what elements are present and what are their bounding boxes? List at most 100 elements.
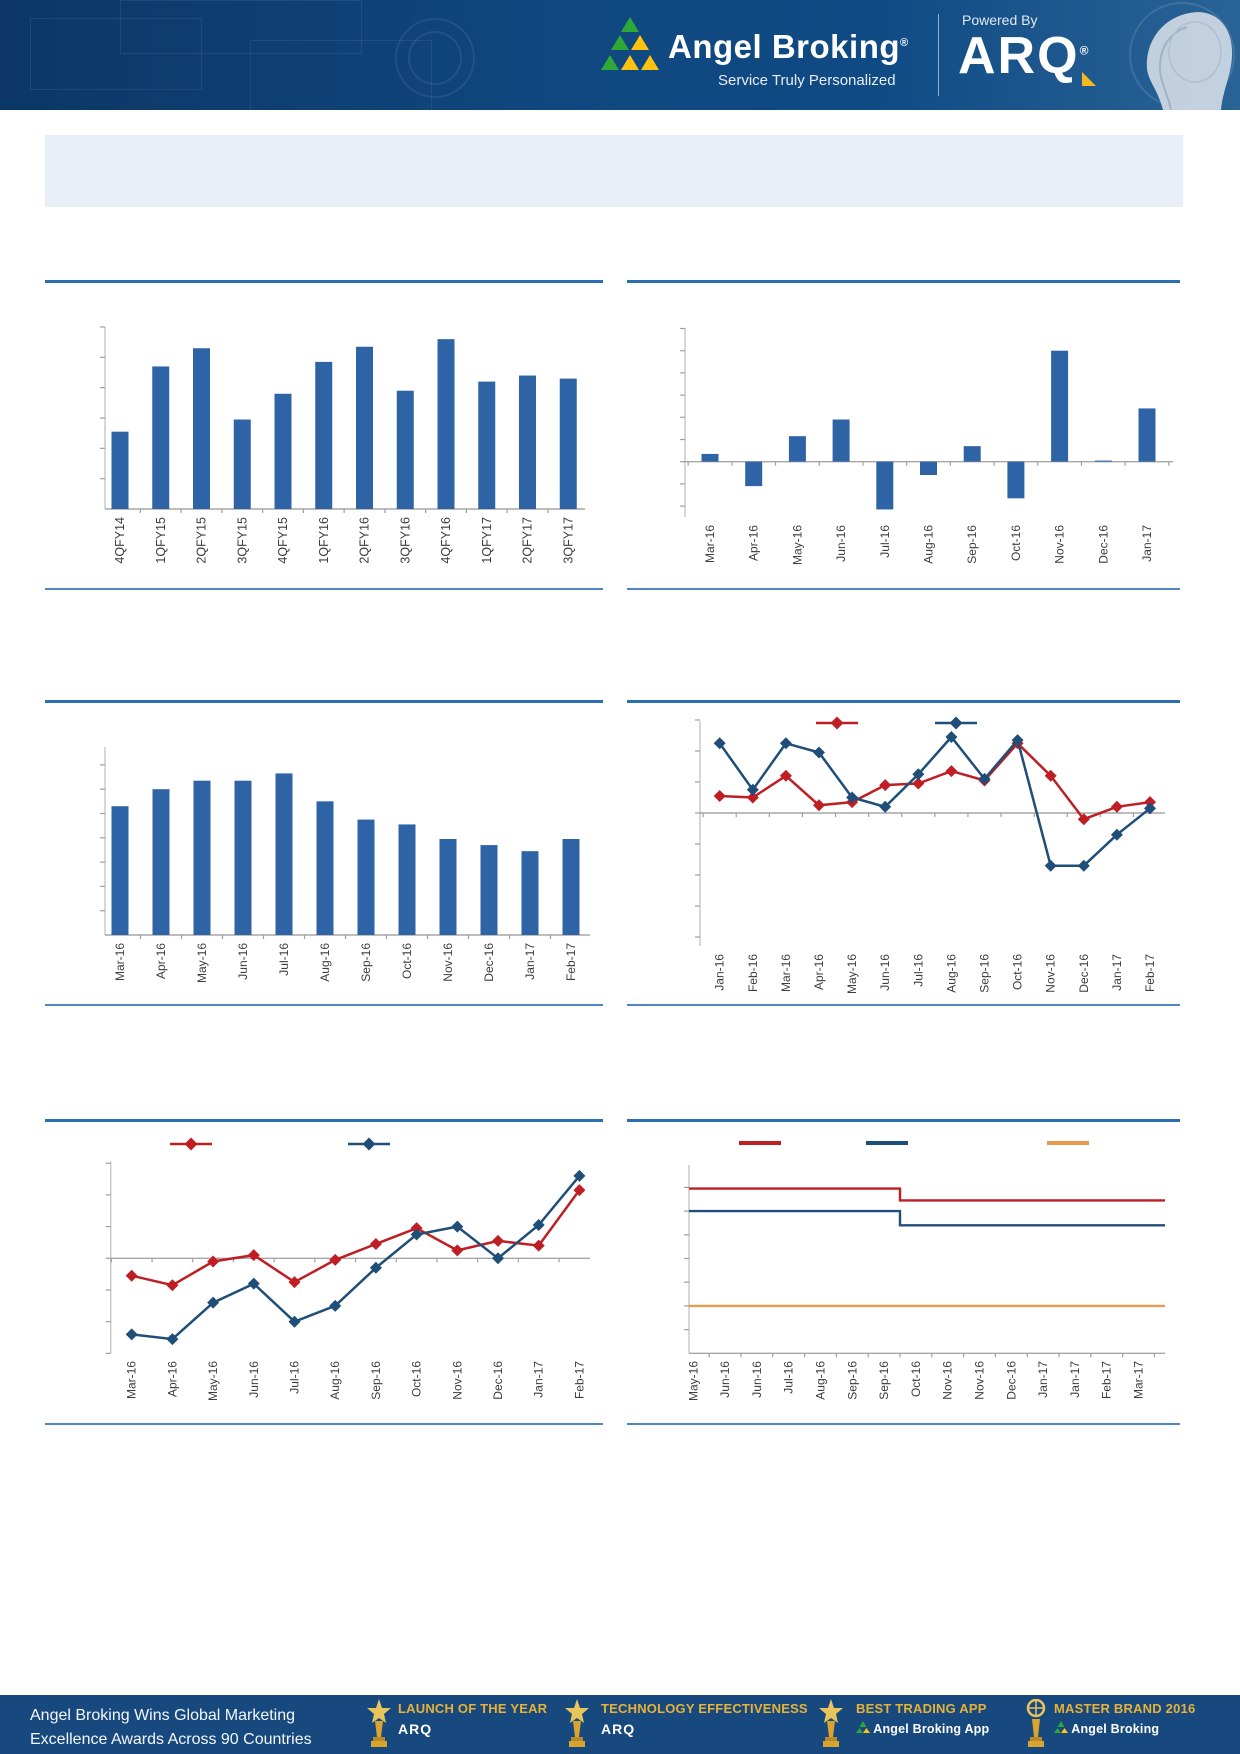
x-tick-label: Jan-17: [1068, 1361, 1082, 1398]
x-tick-label: Oct-16: [1009, 525, 1023, 561]
brand-name: Angel Broking®: [668, 28, 909, 65]
x-tick-label: 2QFY17: [521, 517, 535, 564]
diamond-marker: [1110, 828, 1123, 841]
award-title: MASTER BRAND 2016: [1054, 1701, 1196, 1716]
award-item: BEST TRADING APP Angel Broking App: [856, 1701, 989, 1736]
diamond-marker: [125, 1328, 138, 1341]
diamond-marker: [288, 1315, 301, 1328]
bar: [521, 851, 539, 935]
bar: [519, 375, 536, 509]
diamond-marker: [713, 737, 726, 750]
x-tick-label: Jul-16: [782, 1361, 796, 1394]
x-tick-label: 3QFY16: [398, 517, 412, 564]
monthly-bar-chart-declining: Mar-16 Apr-16 May-16 Jun-16 Jul-16 Aug-16 Sep-…: [100, 747, 590, 983]
x-tick-label: May-16: [845, 954, 859, 994]
diamond-marker: [532, 1239, 545, 1252]
red-series-line: [131, 1189, 581, 1287]
x-tick-label: Nov-16: [941, 1361, 955, 1400]
x-tick-label: 4QFY15: [276, 517, 290, 564]
title-banner: [45, 135, 1183, 207]
bar: [315, 361, 333, 509]
award-item: TECHNOLOGY EFFECTIVENESS ARQ: [601, 1701, 808, 1737]
diamond-marker: [451, 1220, 464, 1233]
bar: [1007, 461, 1025, 499]
x-tick-label: Feb-16: [746, 954, 760, 992]
x-tick-label: Aug-16: [922, 525, 936, 564]
x-tick-label: Feb-17: [1143, 954, 1157, 992]
diamond-marker: [746, 791, 759, 804]
angel-pyramid-icon: [1054, 1721, 1068, 1733]
award-title: TECHNOLOGY EFFECTIVENESS: [601, 1701, 808, 1716]
x-tick-label: Jun-16: [236, 943, 250, 980]
diamond-marker: [573, 1169, 586, 1182]
x-tick-label: Oct-16: [410, 1361, 424, 1397]
bar: [1094, 460, 1112, 462]
trophy-star-icon: [367, 1699, 391, 1747]
diamond-marker: [329, 1299, 342, 1312]
diamond-marker: [207, 1255, 220, 1268]
x-tick-label: May-16: [686, 1361, 700, 1401]
header-banner: Angel Broking® Service Truly Personalize…: [0, 0, 1240, 132]
x-tick-label: Aug-16: [328, 1361, 342, 1400]
arq-logo: ARQ®: [958, 27, 1089, 85]
x-tick-label: Sep-16: [369, 1361, 383, 1400]
x-tick-label: Aug-16: [814, 1361, 828, 1400]
legend-diamond-marker: [830, 716, 844, 730]
x-tick-label: Jul-16: [288, 1361, 302, 1394]
x-tick-label: 4QFY16: [439, 517, 453, 564]
legend-diamond-marker: [949, 716, 963, 730]
diamond-marker: [247, 1277, 260, 1290]
bar: [233, 419, 251, 509]
x-tick-label: Oct-16: [400, 943, 414, 979]
diamond-marker: [779, 737, 792, 750]
bar: [357, 819, 375, 935]
x-tick-label: 2QFY16: [358, 517, 372, 564]
diamond-marker: [912, 777, 925, 790]
bar: [832, 419, 850, 462]
legend-diamond-marker: [362, 1137, 376, 1151]
x-tick-label: Jul-16: [911, 954, 925, 987]
x-tick-label: Jun-16: [750, 1361, 764, 1398]
bar: [356, 346, 373, 509]
header-ring-pattern: [408, 31, 462, 85]
x-tick-label: Jan-17: [1140, 525, 1154, 562]
header-divider: [938, 14, 939, 96]
bar: [788, 436, 806, 462]
bar: [876, 461, 894, 510]
bar: [562, 839, 580, 935]
section-bottom-rule: [45, 1004, 603, 1006]
diamond-marker: [532, 1219, 545, 1232]
diamond-marker: [369, 1261, 382, 1274]
section-bottom-rule: [45, 588, 603, 590]
diamond-marker: [813, 799, 825, 812]
x-tick-label: Sep-16: [965, 525, 979, 564]
diamond-marker: [1011, 734, 1024, 747]
bar: [111, 431, 129, 509]
bar: [559, 378, 577, 509]
x-tick-label: Sep-16: [978, 954, 992, 993]
trophy-star-icon: [819, 1699, 843, 1747]
x-tick-label: Jan-17: [1110, 954, 1124, 991]
legend-diamond-marker: [184, 1137, 198, 1151]
diamond-marker: [410, 1222, 423, 1235]
bar: [152, 789, 170, 935]
x-tick-label: Nov-16: [450, 1361, 464, 1400]
diamond-marker: [125, 1269, 138, 1282]
diamond-marker: [879, 800, 892, 813]
x-tick-label: 2QFY15: [195, 517, 209, 564]
bar: [193, 348, 210, 509]
x-tick-label: Aug-16: [318, 943, 332, 982]
award-title: LAUNCH OF THE YEAR: [398, 1701, 548, 1716]
bar: [701, 453, 719, 462]
diamond-marker: [1110, 800, 1123, 813]
x-tick-label: Jul-16: [878, 525, 892, 558]
x-tick-label: Apr-16: [812, 954, 826, 990]
diamond-marker: [1077, 859, 1090, 872]
diamond-marker: [978, 772, 991, 785]
x-tick-label: Jun-16: [834, 525, 848, 562]
x-tick-label: Mar-16: [113, 943, 127, 981]
trophy-globe-icon: [1026, 1699, 1046, 1747]
bar: [398, 824, 416, 935]
bar: [193, 780, 211, 935]
